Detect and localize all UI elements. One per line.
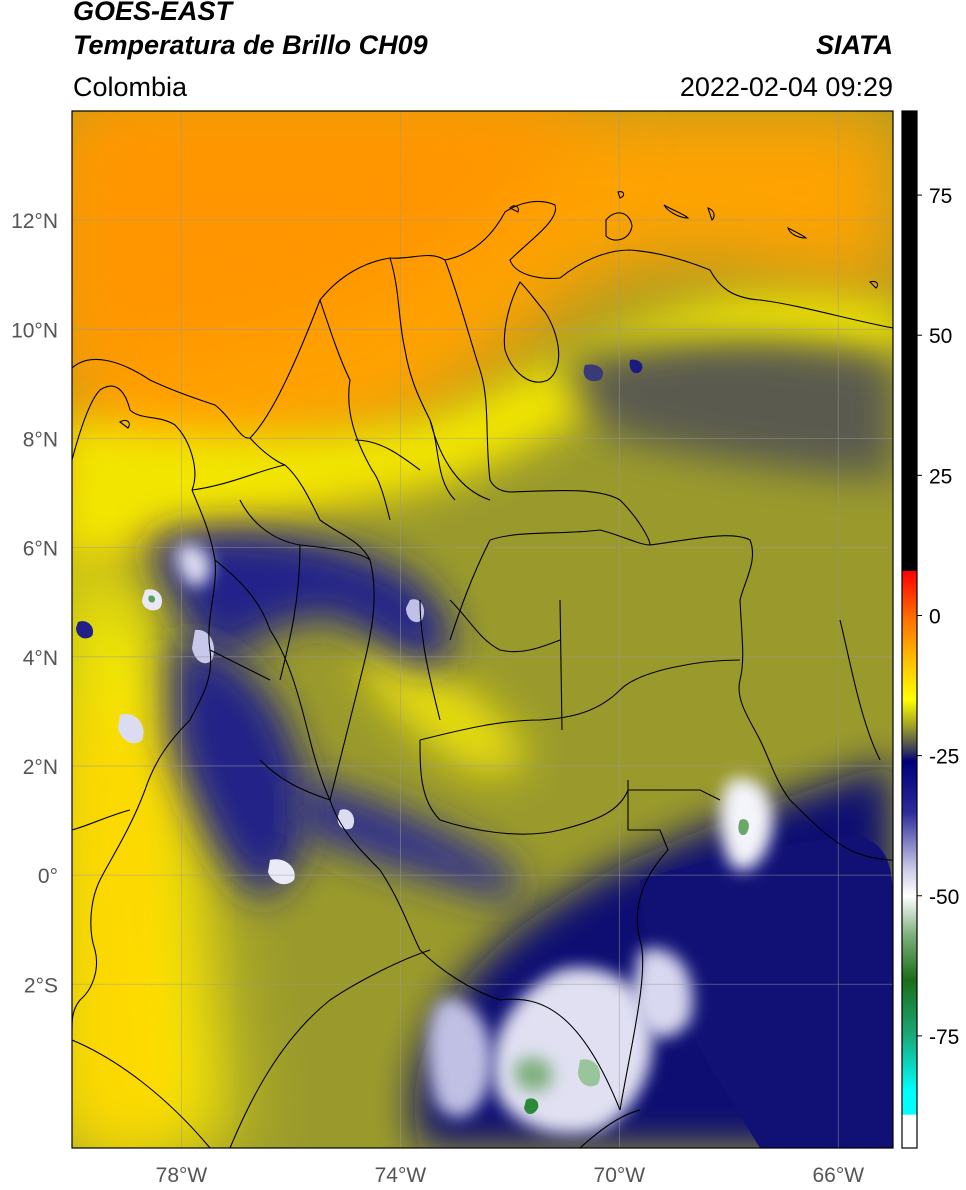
lon-tick-label: 66°W	[812, 1164, 864, 1187]
lat-tick-label: 2°N	[23, 756, 58, 779]
colorbar-tick-label: 50	[929, 325, 952, 348]
colorbar-tick-label: 75	[929, 185, 952, 208]
colorbar-tick-label: 25	[929, 465, 952, 488]
colorbar-tick-label: -50	[929, 886, 959, 909]
product-title: Temperatura de Brillo CH09	[73, 30, 428, 60]
longitude-labels: 78°W 74°W 70°W 66°W	[156, 1164, 865, 1187]
lat-tick-label: 2°S	[24, 974, 58, 997]
map-frame	[71, 110, 894, 1149]
satellite-name: GOES-EAST	[73, 0, 233, 26]
lat-tick-label: 12°N	[11, 210, 58, 233]
lat-tick-label: 8°N	[23, 428, 58, 451]
colorbar: 75 50 25 0 -25 -50 -75	[901, 110, 959, 1149]
coastlines-and-borders	[72, 191, 893, 1148]
lat-lon-grid	[72, 111, 893, 1148]
colorbar-tick-label: -75	[929, 1026, 959, 1049]
lon-tick-label: 70°W	[594, 1164, 646, 1187]
agency-label: SIATA	[816, 30, 893, 60]
region-label: Colombia	[73, 72, 188, 102]
datetime-label: 2022-02-04 09:29	[679, 72, 893, 102]
lon-tick-label: 74°W	[375, 1164, 427, 1187]
brightness-temperature-field	[72, 111, 893, 1148]
lon-tick-label: 78°W	[156, 1164, 208, 1187]
lat-tick-label: 0°	[38, 865, 58, 888]
colorbar-tick-label: 0	[929, 605, 941, 628]
lat-tick-label: 10°N	[11, 319, 58, 342]
lat-tick-label: 6°N	[23, 538, 58, 561]
colorbar-tick-label: -25	[929, 746, 959, 769]
latitude-labels: 12°N 10°N 8°N 6°N 4°N 2°N 0° 2°S	[11, 210, 58, 997]
lat-tick-label: 4°N	[23, 647, 58, 670]
